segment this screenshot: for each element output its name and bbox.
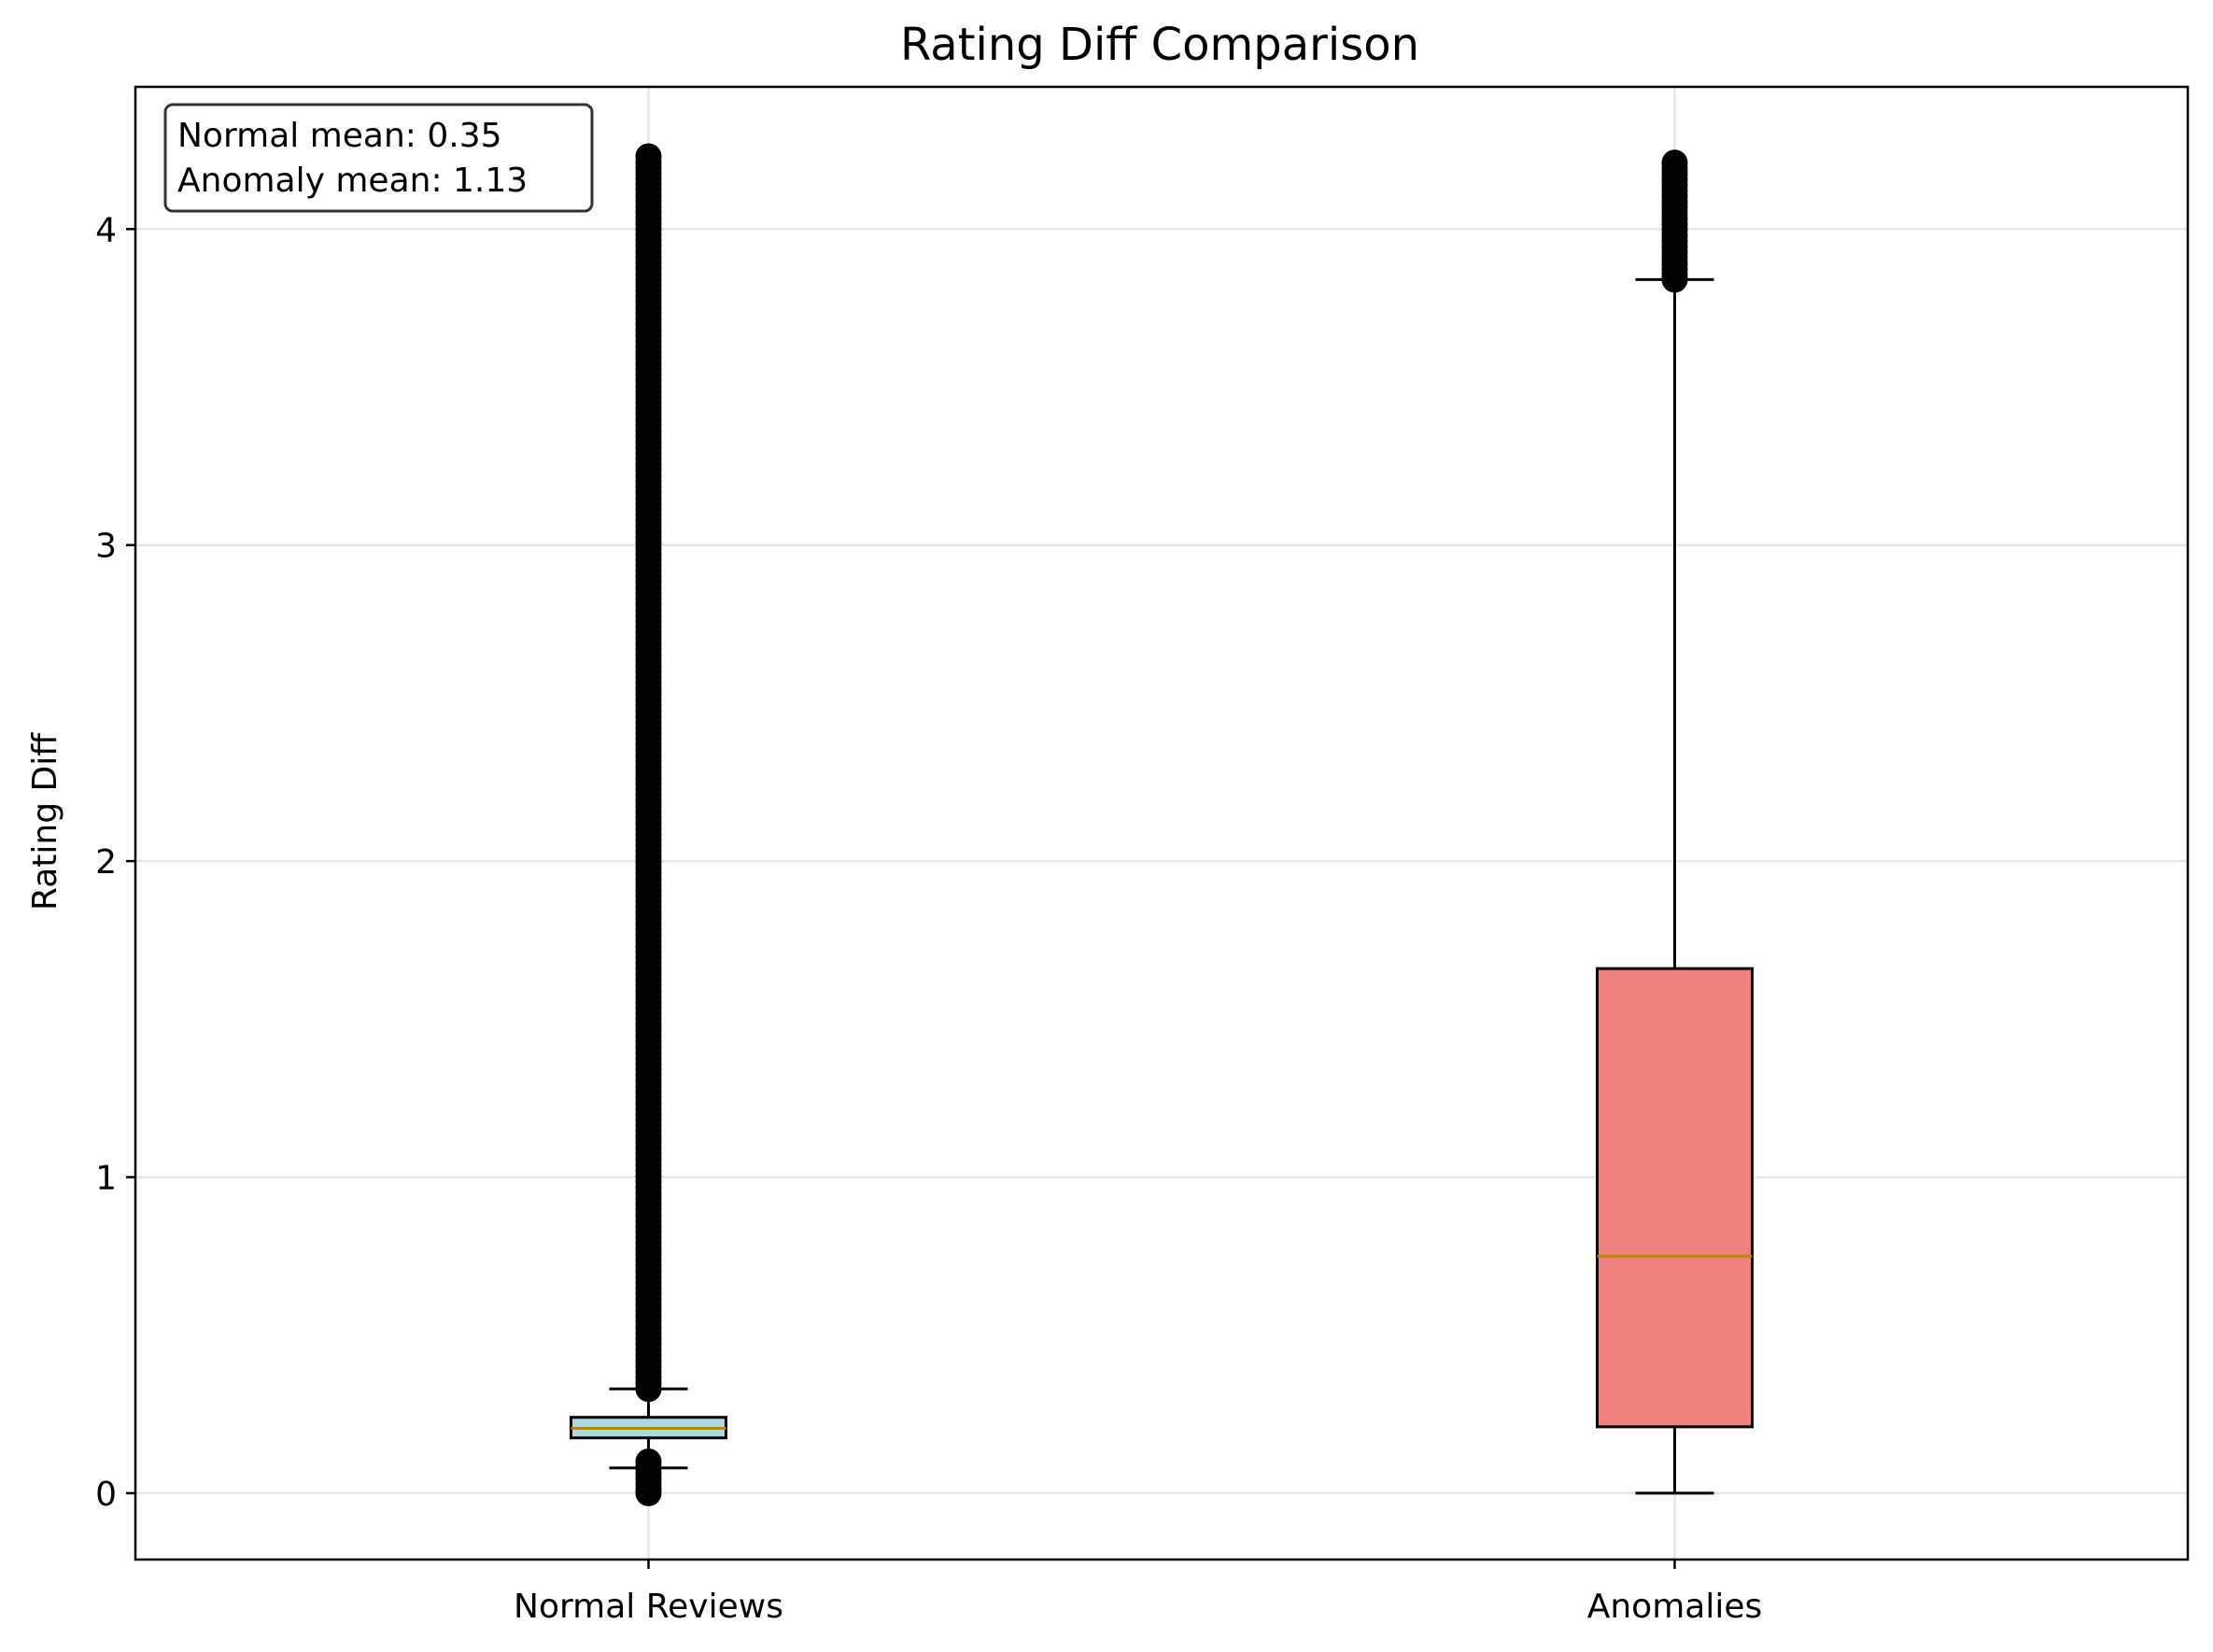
x-tick-label: Anomalies — [1587, 1588, 1763, 1626]
y-tick-label: 0 — [95, 1476, 117, 1514]
x-tick-label: Normal Reviews — [514, 1588, 783, 1626]
y-tick-label: 2 — [95, 843, 117, 882]
axes-frame — [134, 85, 2190, 1561]
anomalies-box — [1596, 967, 1754, 1429]
y-tick-label: 3 — [95, 528, 117, 566]
y-axis-label: Rating Diff — [26, 732, 64, 911]
chart-title: Rating Diff Comparison — [900, 19, 1419, 71]
stats-anomaly-mean: Anomaly mean: 1.13 — [177, 162, 528, 200]
y-tick-label: 1 — [95, 1160, 117, 1198]
stats-box: Normal mean: 0.35 Anomaly mean: 1.13 — [163, 103, 594, 213]
plot-area: 0 1 2 3 4 Normal Reviews Anomalies — [95, 85, 2190, 1626]
normal-reviews-outlier-low — [635, 1479, 662, 1506]
stats-normal-mean: Normal mean: 0.35 — [177, 117, 502, 155]
y-tick-label: 4 — [95, 211, 117, 249]
stats-box-frame — [163, 103, 594, 213]
